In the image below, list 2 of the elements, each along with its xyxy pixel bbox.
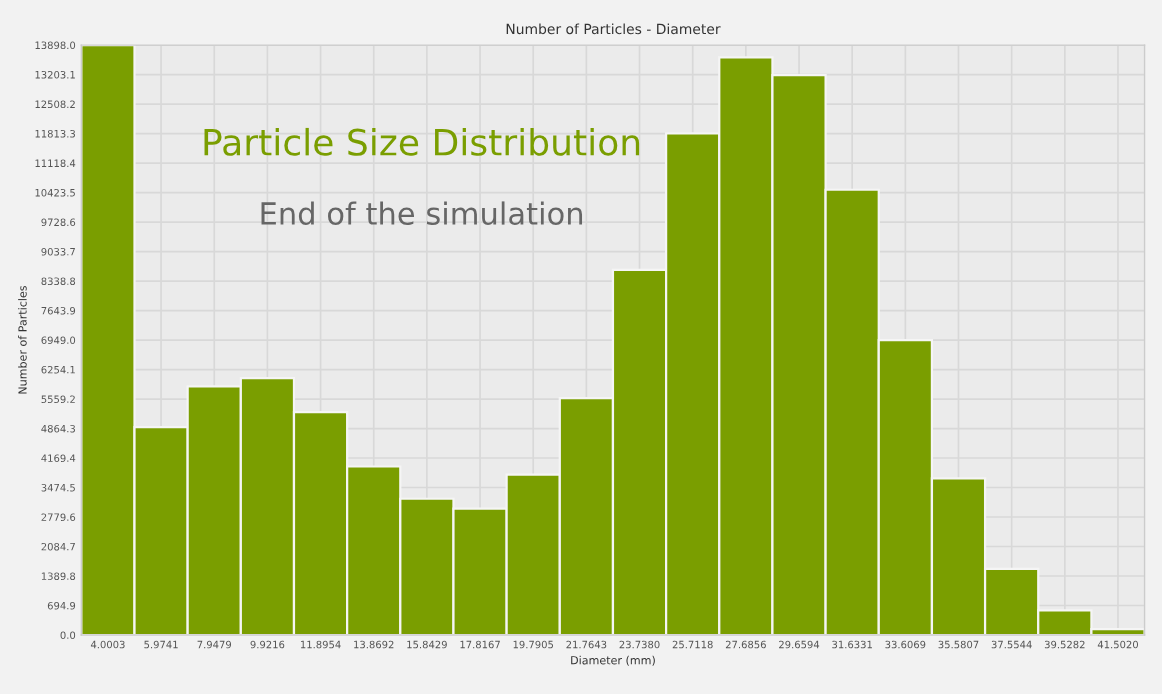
annotation: Particle Size Distribution [204, 127, 640, 156]
annotation: End of the simulation [261, 201, 583, 226]
